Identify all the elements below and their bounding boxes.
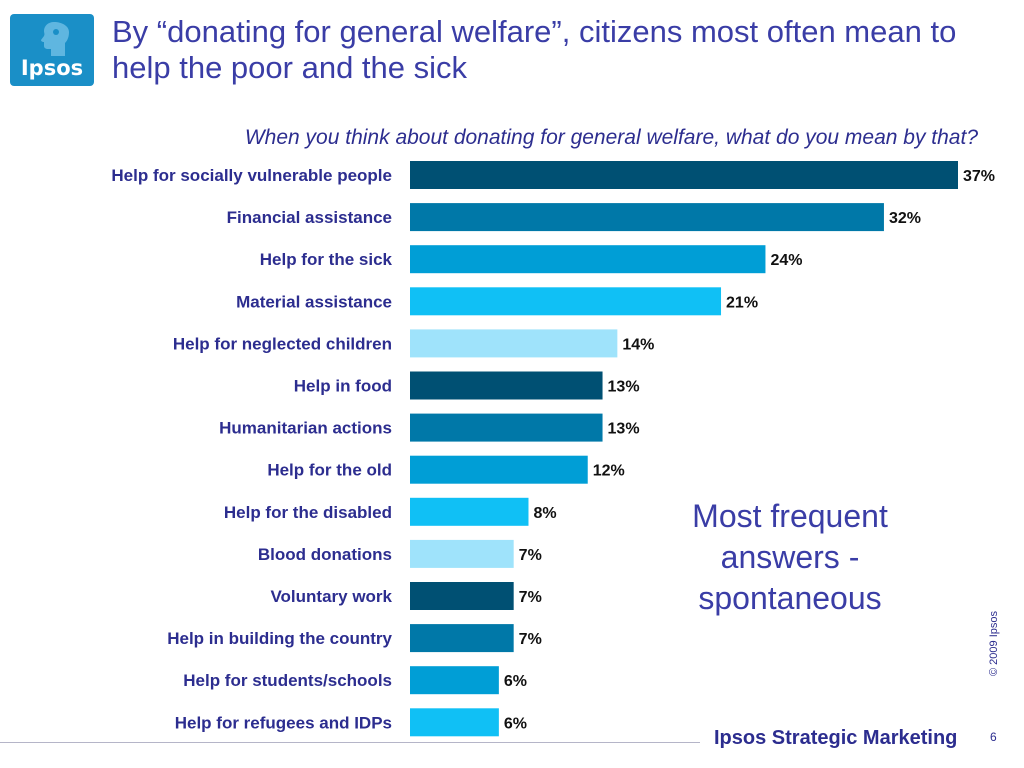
value-label: 21% bbox=[726, 294, 758, 311]
bar bbox=[410, 666, 499, 695]
page-number: 6 bbox=[990, 730, 997, 744]
value-label: 32% bbox=[889, 210, 921, 227]
note-text: Most frequent answers - spontaneous bbox=[692, 498, 888, 616]
value-label: 14% bbox=[622, 336, 654, 353]
category-label: Help for the old bbox=[267, 461, 392, 480]
bar bbox=[410, 245, 766, 274]
bar bbox=[410, 708, 499, 737]
value-label: 8% bbox=[533, 505, 556, 522]
bar-chart: Help for socially vulnerable people 37% Fi… bbox=[111, 161, 995, 737]
bar bbox=[410, 203, 884, 232]
category-label: Help in building the country bbox=[167, 629, 392, 648]
category-label: Blood donations bbox=[258, 545, 392, 564]
bar bbox=[410, 371, 603, 400]
slide-title: By “donating for general welfare”, citiz… bbox=[112, 14, 957, 85]
value-label: 6% bbox=[504, 715, 527, 732]
bar bbox=[410, 161, 958, 189]
value-label: 7% bbox=[519, 547, 542, 564]
bar bbox=[410, 413, 603, 442]
footer-divider bbox=[0, 742, 700, 743]
category-label: Material assistance bbox=[236, 292, 392, 311]
value-label: 13% bbox=[608, 379, 640, 396]
bar bbox=[410, 287, 722, 316]
question-subtitle: When you think about donating for genera… bbox=[244, 126, 978, 149]
bar bbox=[410, 329, 618, 358]
value-label: 24% bbox=[770, 252, 802, 269]
head-silhouette-icon bbox=[41, 22, 69, 56]
category-label: Help for students/schools bbox=[183, 671, 392, 690]
value-label: 7% bbox=[519, 631, 542, 648]
category-label: Help for the sick bbox=[260, 250, 393, 269]
value-label: 37% bbox=[963, 168, 995, 185]
ipsos-logo: Ipsos bbox=[10, 14, 94, 86]
logo-text: Ipsos bbox=[20, 56, 84, 80]
value-label: 7% bbox=[519, 589, 542, 606]
category-label: Help for socially vulnerable people bbox=[111, 166, 392, 185]
category-label: Help in food bbox=[294, 377, 392, 396]
value-label: 12% bbox=[593, 463, 625, 480]
value-label: 13% bbox=[608, 421, 640, 438]
bar bbox=[410, 582, 514, 610]
category-label: Humanitarian actions bbox=[219, 419, 392, 438]
category-label: Help for refugees and IDPs bbox=[175, 713, 392, 732]
bar bbox=[410, 455, 588, 484]
copyright-text: © 2009 Ipsos bbox=[988, 611, 1000, 676]
category-label: Help for the disabled bbox=[224, 503, 392, 522]
bar bbox=[410, 539, 514, 568]
category-label: Help for neglected children bbox=[173, 334, 392, 353]
category-label: Voluntary work bbox=[270, 587, 392, 606]
value-label: 6% bbox=[504, 673, 527, 690]
bar bbox=[410, 624, 514, 653]
brand-wordmark: Ipsos Strategic Marketing bbox=[714, 727, 958, 749]
category-label: Financial assistance bbox=[227, 208, 392, 227]
bar bbox=[410, 497, 529, 526]
